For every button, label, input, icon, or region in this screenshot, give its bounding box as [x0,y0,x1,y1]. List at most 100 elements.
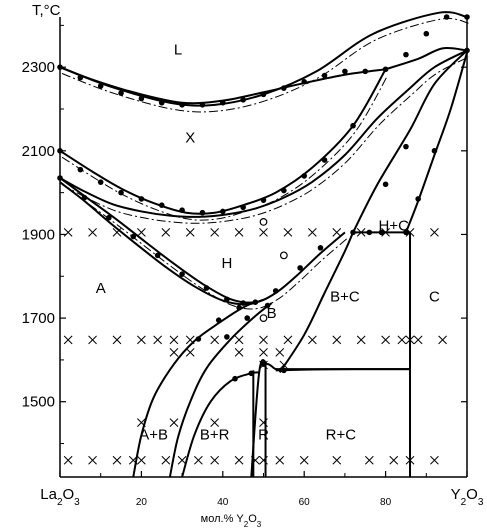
data-point [260,91,267,98]
cross-stroke [332,335,342,345]
cross-mark [177,455,187,465]
cross-stroke [307,335,317,345]
cross-stroke [88,228,97,237]
cross-mark [405,228,415,237]
data-point [350,229,356,236]
data-point [154,252,161,259]
cross-stroke [389,455,399,465]
data-point [138,95,145,102]
axes [59,17,468,478]
open-data-point [259,314,268,322]
cross-mark [210,228,220,237]
cross-stroke [259,455,268,465]
cross-mark [137,418,146,427]
cross-mark [88,228,97,237]
phase-label: L [174,42,182,59]
data-point [281,85,287,91]
cross-stroke [112,455,122,465]
cross-mark [275,455,285,465]
data-point [248,370,255,377]
data-point [179,207,185,213]
data-point [81,194,88,201]
cross-mark [259,335,268,345]
data-point [118,90,124,96]
cross-stroke [161,228,171,237]
cross-stroke [364,455,374,465]
cross-stroke [275,348,285,357]
cross-stroke [381,228,390,237]
phase-label: H+C [379,217,410,234]
data-point [97,179,104,185]
cross-stroke [259,418,268,427]
cross-mark [259,455,268,465]
cross-mark [88,455,97,465]
open-data-point [259,218,268,226]
cross-mark [234,348,244,357]
cross-mark [210,335,220,345]
cross-mark [63,335,73,345]
cross-mark [259,418,268,427]
boundary-l-x-boundary [385,47,468,71]
phase-label: A+B [139,426,168,443]
cross-stroke [88,455,97,465]
data-point [199,209,206,216]
data-point [301,173,308,179]
cross-mark [413,335,423,345]
cross-stroke [210,455,220,465]
cross-mark [356,335,366,345]
boundary-b-b-r [181,371,260,478]
y-tick-label: 1700 [22,310,55,327]
data-point [57,175,63,181]
cross-stroke [397,335,407,345]
cross-mark [381,228,390,237]
data-point [317,245,324,251]
cross-stroke [137,455,146,465]
cross-mark [210,455,220,465]
data-point [224,296,230,303]
data-point [464,14,470,20]
x-tick-label: 60 [299,497,311,508]
cross-stroke [332,228,342,237]
cross-stroke [210,418,220,427]
cross-mark [307,228,317,237]
data-point [236,304,242,311]
cross-mark [430,455,439,465]
cross-stroke [251,455,260,465]
cross-mark [88,335,97,345]
data-point [179,102,185,108]
cross-mark [389,455,399,465]
cross-stroke [185,228,195,237]
cross-stroke [259,348,268,357]
cross-mark [397,335,407,345]
open-data-point [279,251,288,260]
cross-stroke [430,455,439,465]
data-point [240,97,246,103]
cross-mark [194,455,203,465]
cross-stroke [234,455,244,465]
cross-mark [161,228,171,237]
boundary-solidus [59,66,386,105]
data-point [403,229,409,236]
cross-stroke [137,418,146,427]
data-point [281,367,287,374]
boundary-h-c-right [405,52,468,233]
cross-stroke [356,335,366,345]
cross-mark [332,335,342,345]
cross-mark [137,455,146,465]
data-point [281,187,287,194]
data-point [403,143,409,150]
cross-mark [259,228,268,237]
cross-stroke [275,455,285,465]
data-point [362,68,369,75]
cross-stroke [161,455,171,465]
cross-mark [234,228,244,237]
cross-mark [405,335,415,345]
data-point [415,196,421,202]
data-point [77,166,84,173]
cross-stroke [283,228,293,237]
cross-mark [234,455,244,465]
cross-stroke [283,335,293,345]
cross-stroke [63,228,73,237]
cross-stroke [438,335,447,345]
x-tick-label: 80 [380,497,392,508]
